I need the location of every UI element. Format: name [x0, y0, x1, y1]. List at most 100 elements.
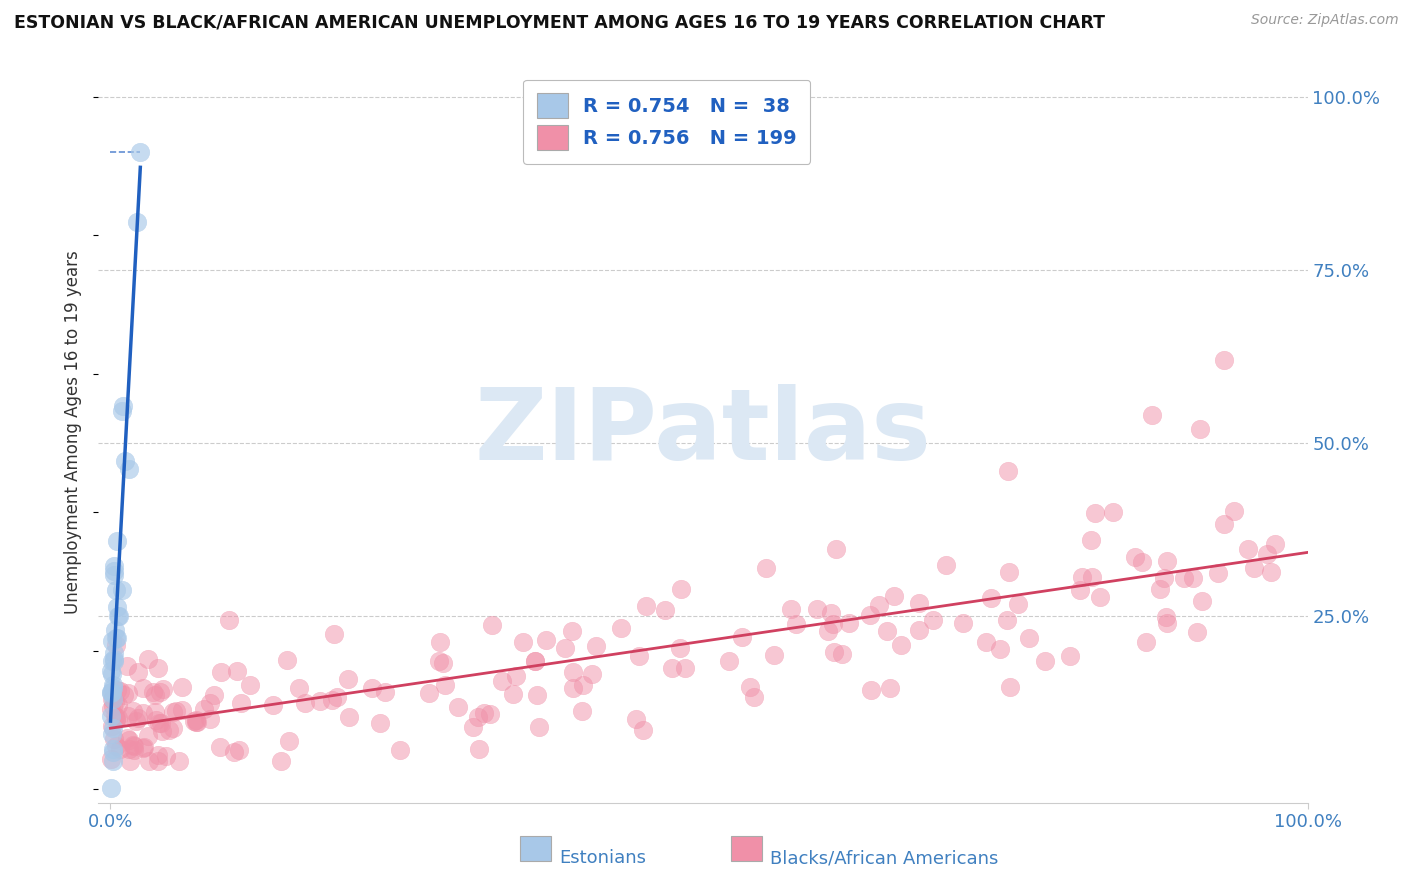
Point — [127, 665, 149, 680]
Point — [100, 709, 122, 723]
Point — [974, 634, 997, 648]
Point — [908, 596, 931, 610]
Point — [115, 659, 138, 673]
Point — [101, 699, 124, 714]
Point — [294, 696, 316, 710]
Point — [131, 706, 153, 720]
Point — [138, 729, 160, 743]
Point — [103, 691, 125, 706]
Point — [1237, 542, 1260, 557]
Point — [361, 681, 384, 696]
Point — [461, 720, 484, 734]
Point — [1018, 631, 1040, 645]
Point — [152, 682, 174, 697]
Point — [825, 542, 848, 557]
Point — [150, 723, 173, 738]
Point — [998, 565, 1021, 579]
Point — [755, 561, 778, 575]
Point — [100, 752, 122, 766]
Point — [104, 695, 127, 709]
Point — [170, 703, 193, 717]
Point — [108, 608, 131, 623]
Point — [101, 634, 124, 648]
Point — [184, 713, 207, 727]
Point — [1187, 625, 1209, 640]
Point — [744, 690, 766, 705]
Point — [1212, 516, 1234, 531]
Point — [1069, 582, 1091, 597]
Point — [165, 704, 187, 718]
Point — [325, 690, 347, 704]
Point — [104, 713, 127, 727]
Point — [1033, 654, 1056, 668]
Point — [218, 613, 240, 627]
Point — [785, 616, 807, 631]
Point — [127, 711, 149, 725]
Point — [1223, 504, 1246, 518]
Point — [1007, 597, 1029, 611]
Legend: R = 0.754   N =  38, R = 0.756   N = 199: R = 0.754 N = 38, R = 0.756 N = 199 — [523, 79, 810, 163]
Point — [1070, 569, 1092, 583]
Point — [100, 685, 122, 699]
Point — [118, 461, 141, 475]
Point — [149, 685, 172, 699]
Point — [105, 632, 128, 646]
Point — [104, 583, 127, 598]
Point — [879, 681, 901, 695]
Point — [321, 693, 343, 707]
Point — [1188, 422, 1211, 436]
Point — [111, 404, 134, 418]
Point — [1173, 571, 1195, 585]
Point — [432, 656, 454, 670]
Point — [523, 655, 546, 669]
Point — [101, 754, 124, 768]
Point — [125, 214, 148, 228]
Point — [1212, 353, 1234, 368]
Point — [101, 654, 124, 668]
Point — [169, 754, 191, 768]
Point — [1154, 610, 1177, 624]
Point — [101, 727, 124, 741]
Point — [103, 731, 125, 746]
Point — [117, 709, 139, 723]
Point — [731, 630, 754, 644]
Point — [952, 615, 974, 630]
Point — [276, 653, 298, 667]
Point — [111, 582, 134, 597]
Point — [668, 641, 690, 656]
Point — [631, 723, 654, 737]
Text: Blacks/African Americans: Blacks/African Americans — [770, 849, 998, 867]
Point — [368, 715, 391, 730]
Point — [145, 705, 167, 719]
Point — [908, 624, 931, 638]
Point — [634, 599, 657, 613]
Point — [104, 631, 127, 645]
Point — [554, 641, 576, 656]
Point — [860, 683, 883, 698]
Point — [103, 564, 125, 578]
Point — [149, 716, 172, 731]
Point — [1191, 594, 1213, 608]
Point — [118, 754, 141, 768]
Point — [481, 618, 503, 632]
Point — [1080, 533, 1102, 547]
Point — [101, 692, 124, 706]
Point — [103, 678, 125, 692]
Point — [673, 661, 696, 675]
Point — [779, 602, 801, 616]
Point — [100, 667, 122, 681]
Point — [581, 667, 603, 681]
Point — [1149, 582, 1171, 597]
Point — [527, 720, 550, 734]
Y-axis label: Unemployment Among Ages 16 to 19 years: Unemployment Among Ages 16 to 19 years — [65, 251, 83, 615]
Point — [104, 712, 127, 726]
Point — [1084, 506, 1107, 520]
Point — [817, 624, 839, 638]
Point — [868, 598, 890, 612]
Point — [427, 654, 450, 668]
Point — [628, 648, 651, 663]
Point — [103, 654, 125, 668]
Text: ZIPatlas: ZIPatlas — [475, 384, 931, 481]
Point — [100, 719, 122, 733]
Point — [337, 672, 360, 686]
